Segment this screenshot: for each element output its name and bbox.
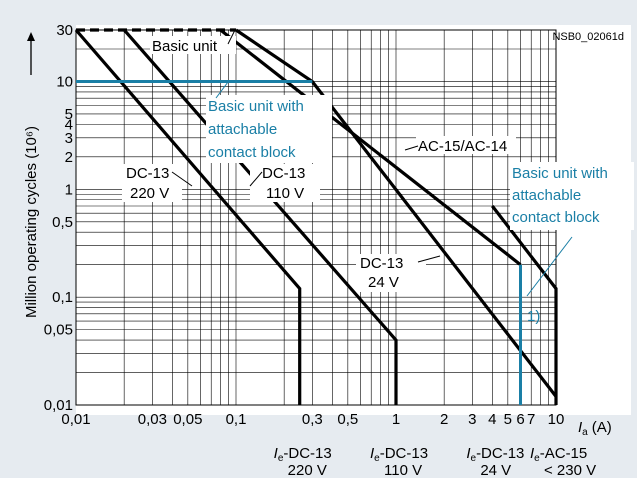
x-tick-label: 5	[504, 411, 512, 428]
annotation-right-with-3: contact block	[512, 209, 600, 226]
x-tick-label: 1	[392, 411, 400, 428]
rated-current-label: Ie-DC-13	[274, 445, 332, 464]
x-tick-label: 7	[527, 411, 535, 428]
dc24-bg	[356, 254, 426, 292]
annotation-dc13-220-2: 220 V	[130, 185, 169, 202]
annotations: Basic unit Basic unit with attachable co…	[122, 29, 634, 325]
rated-current-label: Ie-DC-13	[466, 445, 524, 464]
y-tick-label: 2	[65, 149, 73, 166]
rated-current-voltage: < 230 V	[544, 462, 596, 478]
annotation-right-with-2: attachable	[512, 187, 581, 204]
rated-current-label: Ie-AC-15	[530, 445, 587, 464]
annotation-dc13-24-1: DC-13	[360, 255, 403, 272]
series-group	[74, 28, 558, 405]
basic-unit-label-bg	[150, 36, 236, 54]
dc110-leader	[249, 171, 263, 187]
blue-note-leader	[215, 81, 229, 99]
x-tick-label: 10	[548, 411, 565, 428]
y-tick-label: 0,05	[44, 322, 73, 339]
x-tick-label: 0,5	[337, 411, 358, 428]
annotation-basic-with-3: contact block	[208, 144, 296, 161]
rated-current-voltage: 220 V	[288, 462, 327, 478]
x-tick-label: 4	[488, 411, 496, 428]
annotation-dc13-110-1: DC-13	[262, 165, 305, 182]
ac15-bg	[416, 136, 516, 154]
figure-id: NSB0_02061d	[552, 31, 624, 43]
rated-current-voltage: 24 V	[480, 462, 511, 478]
annotation-basic-unit: Basic unit	[152, 38, 218, 55]
x-tick-label: 2	[440, 411, 448, 428]
x-tick-label: 0,01	[61, 411, 90, 428]
annotation-dc13-24-2: 24 V	[368, 274, 399, 291]
y-tick-label: 3	[65, 130, 73, 147]
x-tick-label: 0,3	[302, 411, 323, 428]
x-tick-label: 6	[516, 411, 524, 428]
dc220-bg	[122, 164, 182, 202]
series-line-4	[491, 205, 558, 405]
series-line-0	[74, 28, 302, 405]
y-tick-label: 0,5	[52, 214, 73, 231]
annotation-basic-with-1: Basic unit with	[208, 98, 304, 115]
x-axis-label: Ia (A)	[578, 419, 612, 438]
annotation-basic-with-2: attachable	[208, 121, 277, 138]
dc110-bg	[250, 164, 320, 202]
x-tick-label: 0,05	[173, 411, 202, 428]
y-tick-label: 4	[65, 116, 73, 133]
right-note-leader	[526, 236, 573, 297]
x-tick-label: 0,1	[226, 411, 247, 428]
grid	[75, 29, 557, 406]
dc24-leader	[417, 255, 441, 263]
x-tick-label: 3	[468, 411, 476, 428]
tick-labels: 0,01 0,03 0,05 0,1 0,3 0,5 1 2 3 4 5 6 7 103010543210…	[44, 22, 565, 428]
annotation-right-with-1: Basic unit with	[512, 165, 608, 182]
y-tick-label: 0,1	[52, 289, 73, 306]
annotation-footnote: 1)	[527, 308, 540, 325]
x-tick-label: 0,03	[138, 411, 167, 428]
dc220-leader	[171, 171, 193, 187]
y-tick-label: 1	[65, 181, 73, 198]
annotation-dc13-110-2: 110 V	[266, 185, 304, 202]
rated-current-voltage: 110 V	[384, 462, 422, 478]
rated-current-label: Ie-DC-13	[370, 445, 428, 464]
blue-note-bg	[206, 95, 332, 163]
y-axis-arrowhead	[27, 32, 35, 41]
ac15-leader	[404, 145, 419, 151]
basic-unit-leader	[227, 29, 236, 45]
annotation-dc13-220-1: DC-13	[126, 165, 169, 182]
right-note-bg	[510, 162, 634, 230]
y-axis-label: Million operating cycles (10⁶)	[23, 126, 40, 318]
y-tick-label: 5	[65, 106, 73, 123]
y-tick-label: 10	[56, 73, 73, 90]
series-line-2	[219, 28, 522, 266]
y-tick-label: 0,01	[44, 397, 73, 414]
annotation-ac15: AC-15/AC-14	[418, 138, 507, 155]
y-tick-label: 30	[56, 22, 73, 39]
